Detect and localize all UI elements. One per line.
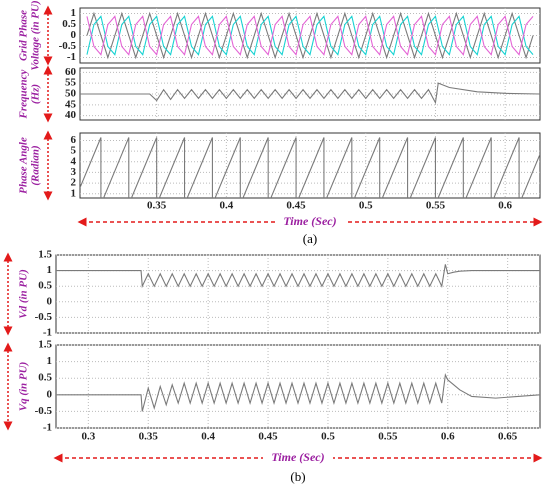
y-tick-label: 0 [47,388,53,400]
y-axis-label: Frequency [18,69,30,119]
y-tick-label: -1 [67,51,76,63]
y-tick-label: 1 [47,355,53,367]
y-tick-label: 40 [65,109,77,121]
caption: (a) [303,231,317,246]
plot-area [55,254,541,334]
y-tick-label: 6 [71,134,77,146]
y-axis-label: (Radian) [30,145,42,185]
y-tick-label: 60 [65,66,77,78]
series-line [80,137,540,198]
y-tick-label: -0.5 [59,40,77,52]
y-tick-label: 45 [65,98,77,110]
series-line [86,15,534,56]
y-tick-label: 50 [65,88,77,100]
y-tick-label: 2 [71,177,77,189]
y-tick-label: 0.5 [38,280,52,292]
y-axis-label: Voltage (in PU) [30,0,42,70]
plot-area [55,344,541,429]
x-tick-label: 0.4 [219,200,233,212]
y-tick-label: 1 [71,7,77,19]
plot-area [79,132,541,199]
y-tick-label: 3 [71,166,77,178]
y-tick-label: 0.5 [38,372,52,384]
y-tick-label: 4 [71,155,77,167]
y-axis-label: Vd (in PU) [18,269,30,319]
x-tick-label: 0.65 [498,431,518,443]
x-tick-label: 0.4 [201,431,215,443]
caption: (b) [290,469,305,484]
y-tick-label: 1.5 [38,249,52,261]
y-tick-label: -1 [43,422,52,434]
series-line [56,264,540,289]
series-line [80,82,540,105]
y-tick-label: 1 [71,187,77,199]
x-axis-label: Time (Sec) [283,214,336,228]
y-tick-label: 0 [47,295,53,307]
y-tick-label: 1 [47,264,53,276]
y-axis-label: Vq (in PU) [18,362,30,412]
x-tick-label: 0.55 [426,200,446,212]
y-tick-label: 0.5 [62,18,76,30]
x-axis-label: Time (Sec) [271,450,324,464]
x-tick-label: 0.45 [258,431,278,443]
x-label-bg [275,215,345,229]
x-tick-label: 0.6 [498,200,512,212]
x-tick-label: 0.3 [81,431,95,443]
x-tick-label: 0.45 [286,200,306,212]
y-axis-label: (Hz) [30,84,42,104]
y-tick-label: 1.5 [38,339,52,351]
y-axis-label: Phase Angle [18,137,30,194]
x-tick-label: 0.6 [441,431,455,443]
x-tick-label: 0.55 [378,431,398,443]
y-tick-label: -0.5 [35,311,53,323]
x-tick-label: 0.5 [359,200,373,212]
y-tick-label: 55 [65,77,77,89]
x-tick-label: 0.5 [321,431,335,443]
y-tick-label: -0.5 [35,405,53,417]
y-axis-label: Grid Phase [18,10,30,61]
y-tick-label: 5 [71,145,77,157]
x-tick-label: 0.35 [139,431,159,443]
x-tick-label: 0.35 [147,200,167,212]
series-line [56,372,540,412]
y-tick-label: 0 [71,29,77,41]
series-line [86,11,534,60]
x-label-bg [263,451,333,465]
y-tick-label: -1 [43,327,52,339]
